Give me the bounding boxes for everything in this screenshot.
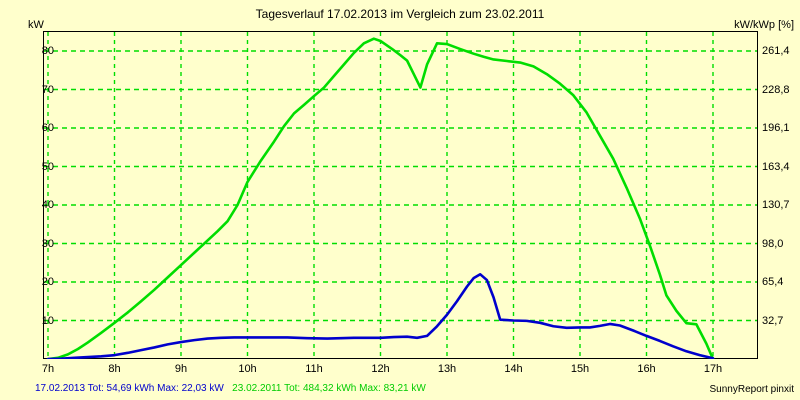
y-axis-left-tick-label: 10	[41, 314, 54, 327]
legend: 17.02.2013 Tot: 54,69 kWh Max: 22,03 kW …	[35, 383, 426, 394]
y-axis-right-tick-label: 65,4	[762, 276, 784, 288]
x-axis-tick-label: 10h	[238, 363, 257, 375]
y-axis-right-unit-label: kW/kWp [%]	[734, 19, 794, 31]
x-axis-tick-label: 11h	[305, 363, 323, 375]
y-axis-left-tick-label: 30	[41, 237, 54, 250]
y-axis-right-tick-label: 163,4	[762, 160, 790, 173]
y-axis-right-tick-label: 130,7	[762, 199, 790, 211]
plot-frame	[43, 31, 758, 359]
x-axis-tick-label: 14h	[504, 363, 523, 375]
x-axis-tick-label: 16h	[637, 363, 656, 375]
y-axis-left-tick-label: 50	[41, 160, 54, 173]
y-axis-right-tick-label: 261,4	[762, 45, 790, 57]
chart-canvas	[44, 32, 757, 359]
legend-item-17-02-2013: 17.02.2013 Tot: 54,69 kWh Max: 22,03 kW	[35, 383, 224, 394]
x-axis-tick-label: 8h	[108, 363, 121, 375]
x-axis-tick-label: 13h	[437, 363, 457, 375]
series-line-blue	[46, 273, 715, 359]
y-axis-left-tick-label: 70	[41, 83, 54, 96]
series-line-green	[46, 37, 715, 359]
y-axis-left-tick-label: 80	[41, 45, 54, 57]
y-axis-right-tick-label: 32,7	[762, 314, 784, 327]
page-title: Tagesverlauf 17.02.2013 im Vergleich zum…	[255, 7, 545, 21]
y-axis-left-unit-label: kW	[28, 19, 44, 31]
x-axis-tick-label: 7h	[41, 363, 55, 375]
y-axis-right-tick-label: 228,8	[762, 83, 790, 96]
plot-area	[43, 31, 758, 359]
y-axis-left-tick-label: 60	[41, 122, 54, 134]
x-axis-tick-label: 17h	[703, 363, 723, 375]
x-axis-tick-label: 15h	[570, 363, 590, 375]
y-axis-left-tick-label: 40	[41, 199, 54, 211]
x-axis-tick-label: 12h	[371, 363, 390, 375]
y-axis-right-tick-label: 98,0	[762, 237, 784, 250]
legend-item-23-02-2011: 23.02.2011 Tot: 484,32 kWh Max: 83,21 kW	[232, 383, 426, 394]
footer-credit: SunnyReport pinxit	[709, 384, 795, 395]
y-axis-left-tick-label: 20	[41, 276, 54, 288]
y-axis-right-tick-label: 196,1	[762, 122, 790, 134]
x-axis-tick-label: 9h	[174, 363, 188, 375]
